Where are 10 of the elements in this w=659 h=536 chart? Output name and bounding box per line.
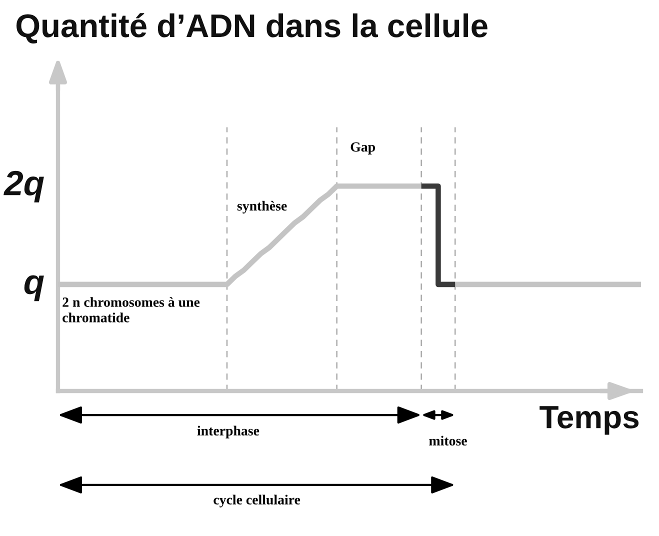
chart-title: Quantité d’ADN dans la cellule: [16, 13, 488, 44]
text: interphase: [197, 426, 260, 438]
text: 2q: [4, 170, 44, 202]
text: Gap: [350, 142, 375, 154]
annotation: 2 n chromosomes à une chromatide: [62, 297, 200, 322]
annotation: synthèse: [237, 200, 287, 214]
text: cycle cellulaire: [214, 494, 300, 508]
text: q: [24, 275, 44, 302]
x-axis-title: Temps: [540, 406, 639, 435]
text: mitose: [429, 436, 467, 446]
